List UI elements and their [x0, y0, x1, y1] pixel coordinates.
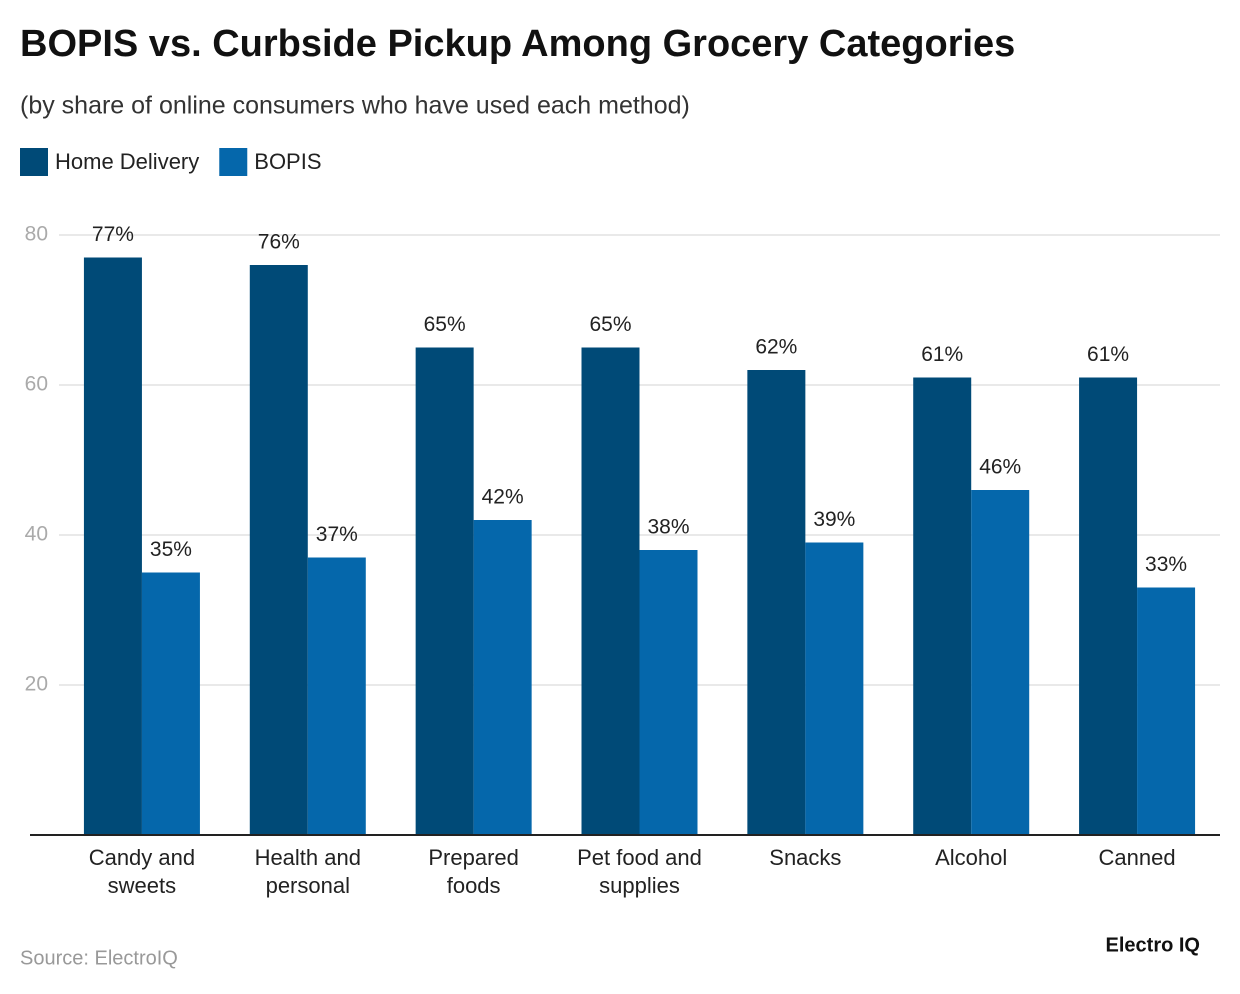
data-label: 61%: [1087, 343, 1129, 366]
bar: [415, 347, 474, 835]
y-tick-label: 80: [25, 223, 48, 246]
data-label: 33%: [1145, 553, 1187, 576]
legend-label: Home Delivery: [55, 149, 199, 174]
legend-swatch: [219, 148, 248, 176]
x-tick-label: Candy and sweets: [88, 845, 196, 898]
x-tick-label: Snacks: [769, 845, 842, 870]
y-tick-label: 60: [25, 373, 48, 396]
data-label: 39%: [813, 508, 855, 531]
data-label: 77%: [92, 223, 134, 246]
x-tick-label: Health and personal: [254, 845, 361, 898]
bar: [249, 265, 308, 835]
data-label: 65%: [424, 313, 466, 336]
bar: [1137, 587, 1196, 835]
data-label: 61%: [921, 343, 963, 366]
bar: [913, 377, 972, 835]
data-label: 62%: [755, 336, 797, 359]
x-tick-label: Pet food and supplies: [577, 845, 702, 898]
data-label: 38%: [647, 516, 689, 539]
x-tick-label: Canned: [1098, 845, 1176, 870]
data-label: 37%: [316, 523, 358, 546]
bar: [307, 557, 366, 835]
y-tick-label: 20: [25, 673, 48, 696]
bar: [473, 520, 532, 835]
chart-subtitle: (by share of online consumers who have u…: [20, 92, 690, 120]
bar: [83, 257, 142, 835]
bar: [971, 490, 1030, 835]
data-label: 46%: [979, 456, 1021, 479]
x-tick-label: Prepared foods: [428, 845, 519, 898]
source: Source: ElectroIQ: [20, 947, 178, 969]
bar: [747, 370, 806, 835]
bar: [639, 550, 698, 835]
data-label: 65%: [589, 313, 631, 336]
data-label: 35%: [150, 538, 192, 561]
brand: Electro IQ: [1106, 934, 1200, 956]
data-label: 42%: [482, 486, 524, 509]
y-tick-label: 40: [25, 523, 48, 546]
x-tick-label: Alcohol: [935, 845, 1008, 870]
bar: [141, 572, 200, 835]
legend-swatch: [20, 148, 48, 176]
bar: [1079, 377, 1138, 835]
chart-title: BOPIS vs. Curbside Pickup Among Grocery …: [20, 23, 1015, 65]
bar: [581, 347, 640, 835]
bar: [805, 542, 864, 835]
legend-label: BOPIS: [254, 149, 321, 174]
data-label: 76%: [258, 231, 300, 254]
